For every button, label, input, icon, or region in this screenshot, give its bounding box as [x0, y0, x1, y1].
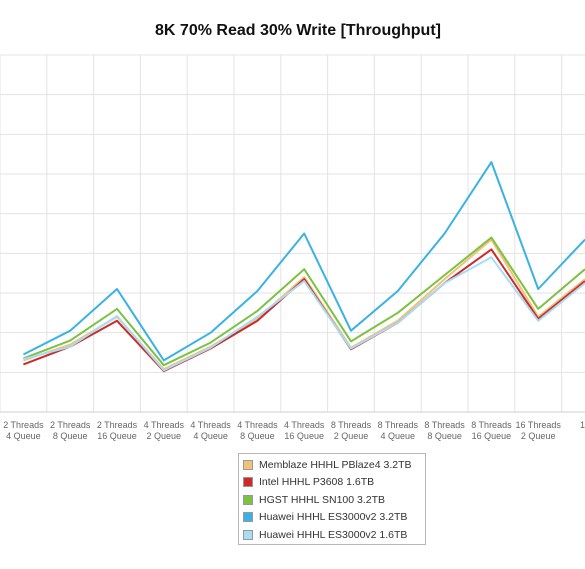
legend-item[interactable]: Intel HHHL P3608 1.6TB	[243, 474, 425, 492]
series-line	[23, 238, 585, 371]
x-tick-label: 4 Threads	[144, 420, 185, 430]
legend-label: Huawei HHHL ES3000v2 3.2TB	[259, 511, 408, 524]
grid-layer	[0, 54, 585, 413]
legend-item[interactable]: HGST HHHL SN100 3.2TB	[243, 491, 425, 509]
x-tick-label: 4 Threads	[190, 420, 231, 430]
legend-item[interactable]: Huawei HHHL ES3000v2 1.6TB	[243, 526, 425, 544]
series-line	[23, 256, 585, 372]
x-tick-label: 8 Threads	[424, 420, 465, 430]
x-tick-label: 4 Queue	[6, 431, 41, 441]
x-tick-label: 8 Threads	[331, 420, 372, 430]
x-tick-label: 4 Threads	[237, 420, 278, 430]
x-tick-label: 4 Queue	[381, 431, 416, 441]
x-tick-label: 16	[580, 420, 585, 430]
legend-swatch	[243, 477, 253, 488]
x-tick-label: 8 Queue	[240, 431, 275, 441]
x-tick-label: 2 Threads	[97, 420, 138, 430]
x-tick-label: 4 Threads	[284, 420, 325, 430]
x-tick-label: 8 Threads	[471, 420, 512, 430]
series-line	[22, 161, 585, 362]
legend-item[interactable]: Memblaze HHHL PBlaze4 3.2TB	[243, 456, 425, 474]
series-layer	[22, 161, 585, 373]
series-line	[23, 248, 585, 373]
legend-label: Memblaze HHHL PBlaze4 3.2TB	[259, 458, 412, 471]
legend-label: Intel HHHL P3608 1.6TB	[259, 476, 375, 489]
x-tick-label: 16 Queue	[284, 431, 324, 441]
legend-swatch	[243, 512, 253, 523]
x-tick-label: 16 Threads	[516, 420, 562, 430]
legend-swatch	[243, 494, 253, 505]
x-tick-label: 8 Threads	[378, 420, 419, 430]
x-tick-label: 8 Queue	[53, 431, 88, 441]
series-line	[23, 236, 585, 367]
legend-item[interactable]: Huawei HHHL ES3000v2 3.2TB	[243, 509, 425, 527]
x-tick-label: 2 Queue	[521, 431, 556, 441]
legend-label: HGST HHHL SN100 3.2TB	[259, 493, 386, 506]
x-tick-label: 16 Queue	[97, 431, 137, 441]
x-tick-label: 2 Threads	[3, 420, 44, 430]
legend-swatch	[243, 459, 253, 470]
chart-title: 8K 70% Read 30% Write [Throughput]	[155, 22, 441, 39]
legend: Memblaze HHHL PBlaze4 3.2TB Intel HHHL P…	[238, 453, 426, 545]
x-tick-label: 2 Queue	[334, 431, 369, 441]
x-tick-label: 4 Queue	[193, 431, 228, 441]
x-tick-label: 2 Queue	[147, 431, 182, 441]
x-tick-label: 8 Queue	[427, 431, 462, 441]
legend-swatch	[243, 529, 253, 540]
x-tick-label: 16 Queue	[472, 431, 512, 441]
x-tick-label: 2 Threads	[50, 420, 91, 430]
legend-label: Huawei HHHL ES3000v2 1.6TB	[259, 528, 408, 541]
